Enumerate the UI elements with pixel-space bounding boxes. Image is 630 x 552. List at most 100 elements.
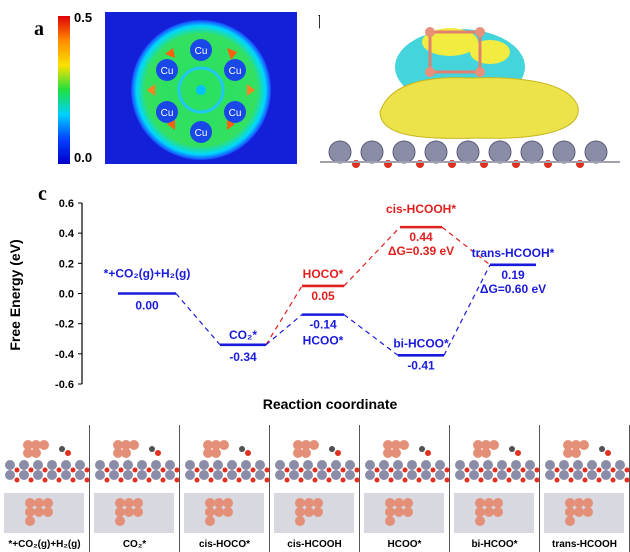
substrate-atom	[497, 460, 507, 470]
cu-cluster-atom	[484, 507, 494, 517]
structure-cell: cis-HOCO*	[180, 425, 270, 552]
substrate-atom	[151, 460, 161, 470]
oxygen-atom	[340, 477, 346, 483]
structure-cell: cis-HCOOH	[270, 425, 360, 552]
oxygen-atom	[264, 467, 270, 473]
oxygen-atom	[208, 477, 214, 483]
oxygen-atom	[236, 477, 242, 483]
free-energy-diagram: 0.6 0.4 0.2 0.0 -0.2 -0.4 -0.6 Free Energy (eV…	[0, 185, 630, 425]
cu-cluster-atom	[205, 498, 215, 508]
cu-cluster-atom	[34, 498, 44, 508]
substrate-atom	[95, 460, 105, 470]
structure-model	[454, 440, 540, 533]
substrate-atom	[289, 470, 299, 480]
oxygen-atom	[56, 467, 62, 473]
substrate-atom	[435, 470, 445, 480]
substrate-atom	[275, 470, 285, 480]
oxygen-atom	[388, 477, 394, 483]
state-label: HCOO*	[303, 334, 344, 348]
cu-cluster-atom	[403, 507, 413, 517]
energy-value-label: 0.19	[501, 268, 525, 282]
pathway-connector	[343, 226, 401, 287]
cu-atom-label: Cu	[229, 108, 242, 119]
substrate-atom	[392, 140, 416, 164]
oxygen-atom	[444, 467, 450, 473]
substrate-atom	[165, 460, 175, 470]
cu-cluster-atom	[203, 448, 213, 458]
y-tick-label: 0.2	[59, 258, 74, 270]
carbon-atom	[509, 446, 515, 452]
oxygen-atom	[84, 477, 90, 483]
state-label: CO₂*	[229, 328, 257, 342]
substrate-atom	[5, 470, 15, 480]
cu-cluster-atom	[399, 440, 409, 450]
carbon-atom	[149, 446, 155, 452]
y-tick-label: -0.6	[55, 379, 74, 391]
substrate-atom	[559, 470, 569, 480]
substrate-atom	[407, 460, 417, 470]
oxygen-atom	[624, 467, 630, 473]
cu-cluster-atom	[219, 440, 229, 450]
oxygen-atom	[160, 477, 166, 483]
oxygen-atom	[464, 467, 470, 473]
cu-cluster-atom	[484, 498, 494, 508]
structure-label: CO₂*	[122, 539, 147, 550]
oxygen-atom	[335, 450, 341, 456]
oxygen-atom	[104, 467, 110, 473]
oxygen-atom	[56, 477, 62, 483]
oxygen-atom	[402, 467, 408, 473]
cu-cluster-atom	[394, 507, 404, 517]
cu-cluster-atom	[574, 498, 584, 508]
oxygen-atom	[444, 477, 450, 483]
cu-atom	[190, 39, 212, 61]
oxygen-atom	[14, 477, 20, 483]
energy-value-label: -0.41	[407, 358, 435, 372]
charge-difference-structure	[320, 12, 620, 174]
oxygen-atom	[132, 467, 138, 473]
cu-cluster-atom	[34, 507, 44, 517]
cu-cluster-atom	[385, 516, 395, 526]
oxygen-atom	[298, 477, 304, 483]
substrate-atom	[47, 470, 57, 480]
cu-cluster-atom	[124, 507, 134, 517]
colorbar	[58, 16, 70, 164]
oxygen-atom	[506, 477, 512, 483]
structure-model	[364, 440, 450, 533]
substrate-atom	[365, 470, 375, 480]
substrate-atom	[393, 460, 403, 470]
cu-cluster-atom	[133, 507, 143, 517]
substrate-atom	[360, 140, 384, 164]
substrate-atom	[545, 470, 555, 480]
substrate-atom	[331, 470, 341, 480]
substrate-atom	[455, 470, 465, 480]
substrate-atom	[289, 460, 299, 470]
oxygen-atom	[430, 467, 436, 473]
substrate-atom	[525, 460, 535, 470]
substrate-atom	[584, 140, 608, 164]
cu-atom-label: Cu	[195, 46, 208, 57]
cu-cluster-atom	[391, 440, 401, 450]
oxygen-atom	[492, 467, 498, 473]
oxygen-atom	[515, 450, 521, 456]
oxygen-atom	[610, 467, 616, 473]
substrate-atom	[95, 470, 105, 480]
substrate-atom	[435, 460, 445, 470]
cu-cluster-atom	[129, 440, 139, 450]
cu-cluster-atom	[383, 448, 393, 458]
substrate-atom	[137, 470, 147, 480]
colorbar-max-label: 0.5	[74, 10, 93, 25]
cu-cluster-atom	[115, 507, 125, 517]
substrate-atom	[185, 460, 195, 470]
oxygen-atom	[146, 477, 152, 483]
oxygen-atom	[70, 477, 76, 483]
panel-a-letter: a	[34, 18, 44, 40]
carbon-atom	[239, 446, 245, 452]
substrate-atom	[601, 470, 611, 480]
structure-label: *+CO₂(g)+H₂(g)	[8, 539, 81, 550]
substrate-atom	[379, 470, 389, 480]
structure-cell: CO₂*	[90, 425, 180, 552]
y-tick-label: 0.0	[59, 289, 74, 301]
carbon-atom	[419, 446, 425, 452]
substrate-atom	[241, 470, 251, 480]
pathway-connector	[441, 226, 491, 266]
